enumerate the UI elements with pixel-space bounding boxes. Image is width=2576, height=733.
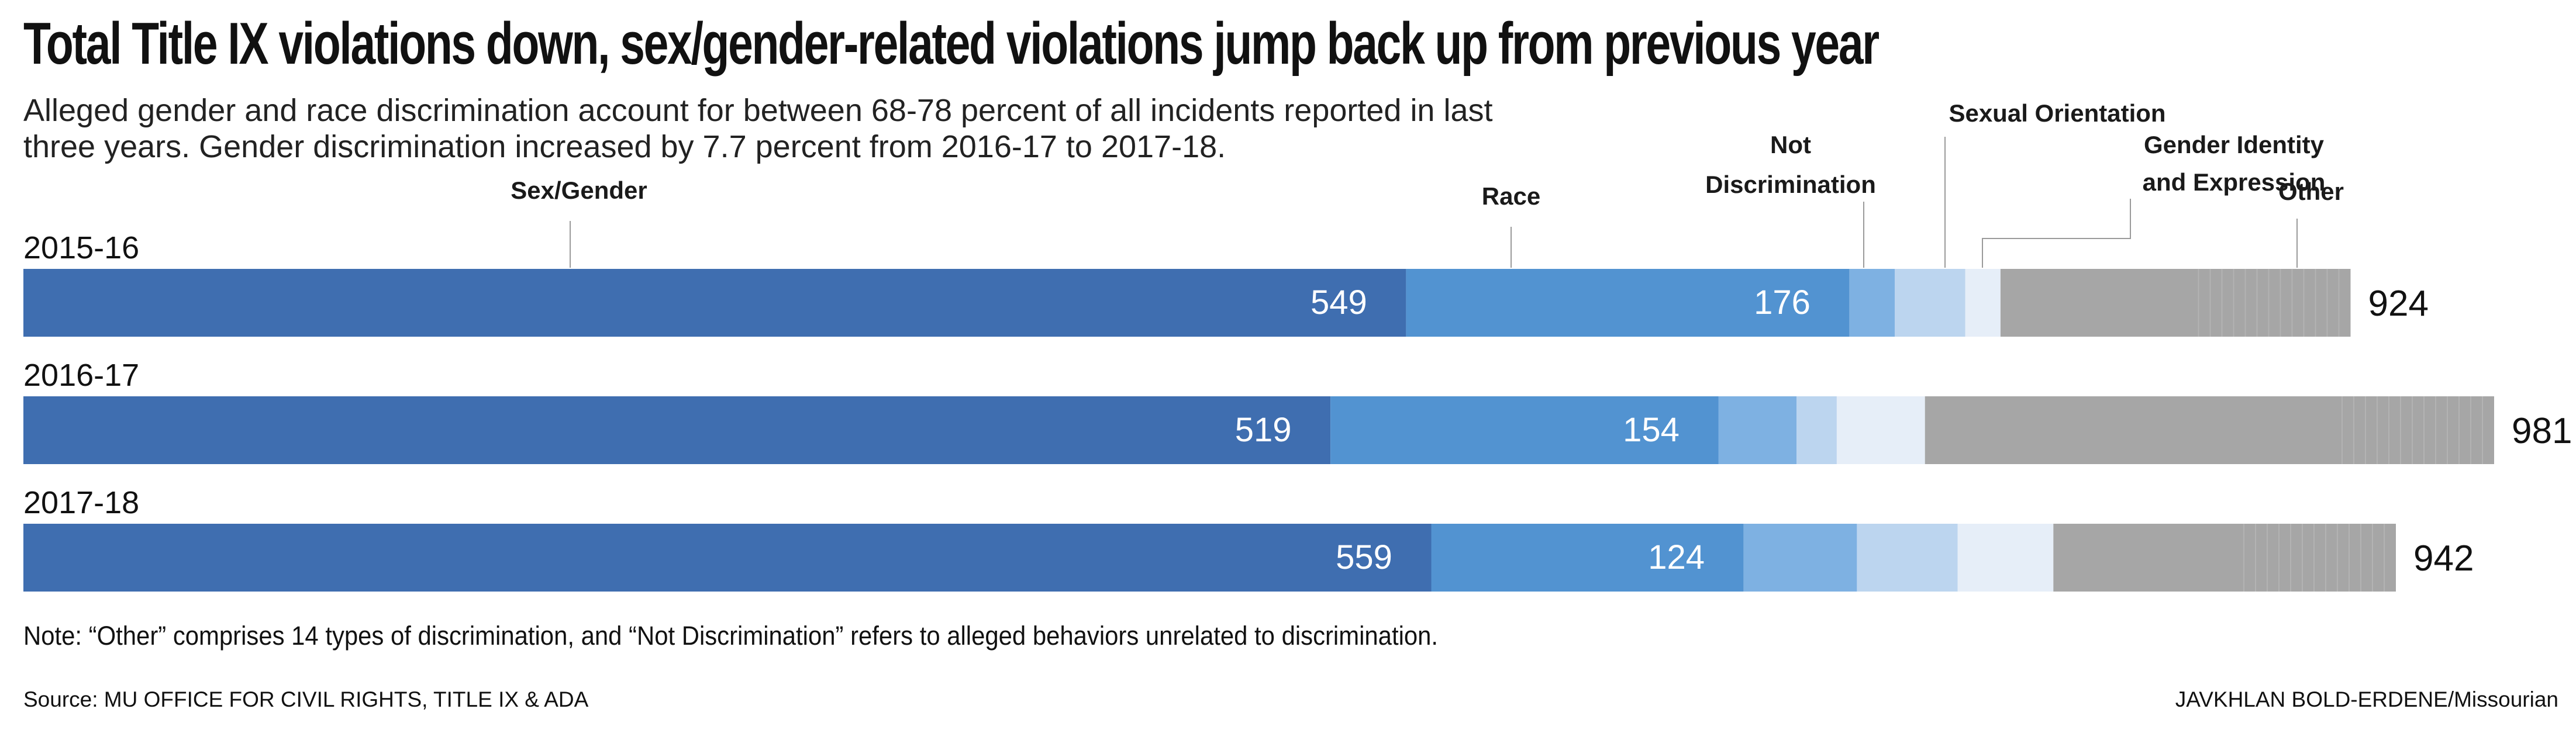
- legend-label-not-discrimination: Discrimination: [1705, 171, 1876, 198]
- bar-segment-not-discrimination: [1718, 396, 1796, 464]
- legend-label-race: Race: [1482, 182, 1540, 210]
- bar-segment-not-discrimination: [1849, 269, 1895, 337]
- bar-segment-sex-gender: [23, 269, 1406, 337]
- legend-label-not-discrimination: Not: [1770, 131, 1811, 158]
- year-label: 2017-18: [23, 485, 139, 520]
- bar-segment-gender-identity-and-expression: [1957, 524, 2054, 592]
- bar-segment-sexual-orientation: [1796, 396, 1837, 464]
- legend-label-gender-identity-and-expression: and Expression: [2143, 168, 2326, 196]
- bar-segment-race: [1330, 396, 1719, 464]
- bar-segment-sex-gender: [23, 524, 1432, 592]
- data-label: 176: [1754, 283, 1811, 321]
- year-label: 2015-16: [23, 230, 139, 265]
- legend-label-sexual-orientation: Sexual Orientation: [1949, 99, 2165, 127]
- data-label: 519: [1235, 411, 1292, 449]
- bar-segment-sex-gender: [23, 396, 1331, 464]
- bar-segment-sexual-orientation: [1857, 524, 1958, 592]
- data-label: 124: [1648, 538, 1705, 576]
- bar-segment-gender-identity-and-expression: [1965, 269, 2001, 337]
- bar-segment-not-discrimination: [1743, 524, 1857, 592]
- chart-source: Source: MU OFFICE FOR CIVIL RIGHTS, TITL…: [23, 687, 589, 711]
- data-label: 549: [1311, 283, 1367, 321]
- bar-segment-other: [1925, 396, 2494, 464]
- chart-credit: JAVKHLAN BOLD-ERDENE/Missourian: [2175, 687, 2558, 711]
- total-label: 942: [2413, 538, 2474, 579]
- bar-segment-gender-identity-and-expression: [1836, 396, 1925, 464]
- bar-segment-other: [2000, 269, 2351, 337]
- bar-segment-sexual-orientation: [1895, 269, 1965, 337]
- legend-label-sex-gender: Sex/Gender: [511, 177, 647, 204]
- legend-label-other: Other: [2278, 178, 2344, 205]
- data-label: 559: [1336, 538, 1392, 576]
- total-label: 924: [2368, 283, 2429, 324]
- bar-segment-other: [2053, 524, 2396, 592]
- chart-note: Note: “Other” comprises 14 types of disc…: [23, 621, 1439, 651]
- leader-line-gender-identity-and-expression: [1982, 199, 2131, 268]
- total-label: 981: [2512, 411, 2572, 451]
- chart-subtitle: Alleged gender and race discrimination a…: [23, 93, 1493, 164]
- bar-segment-race: [1406, 269, 1850, 337]
- chart-title: Total Title IX violations down, sex/gend…: [23, 11, 1880, 77]
- bar-segment-race: [1431, 524, 1744, 592]
- legend-label-gender-identity-and-expression: Gender Identity: [2144, 131, 2325, 158]
- data-label: 154: [1623, 411, 1680, 449]
- year-label: 2016-17: [23, 358, 139, 393]
